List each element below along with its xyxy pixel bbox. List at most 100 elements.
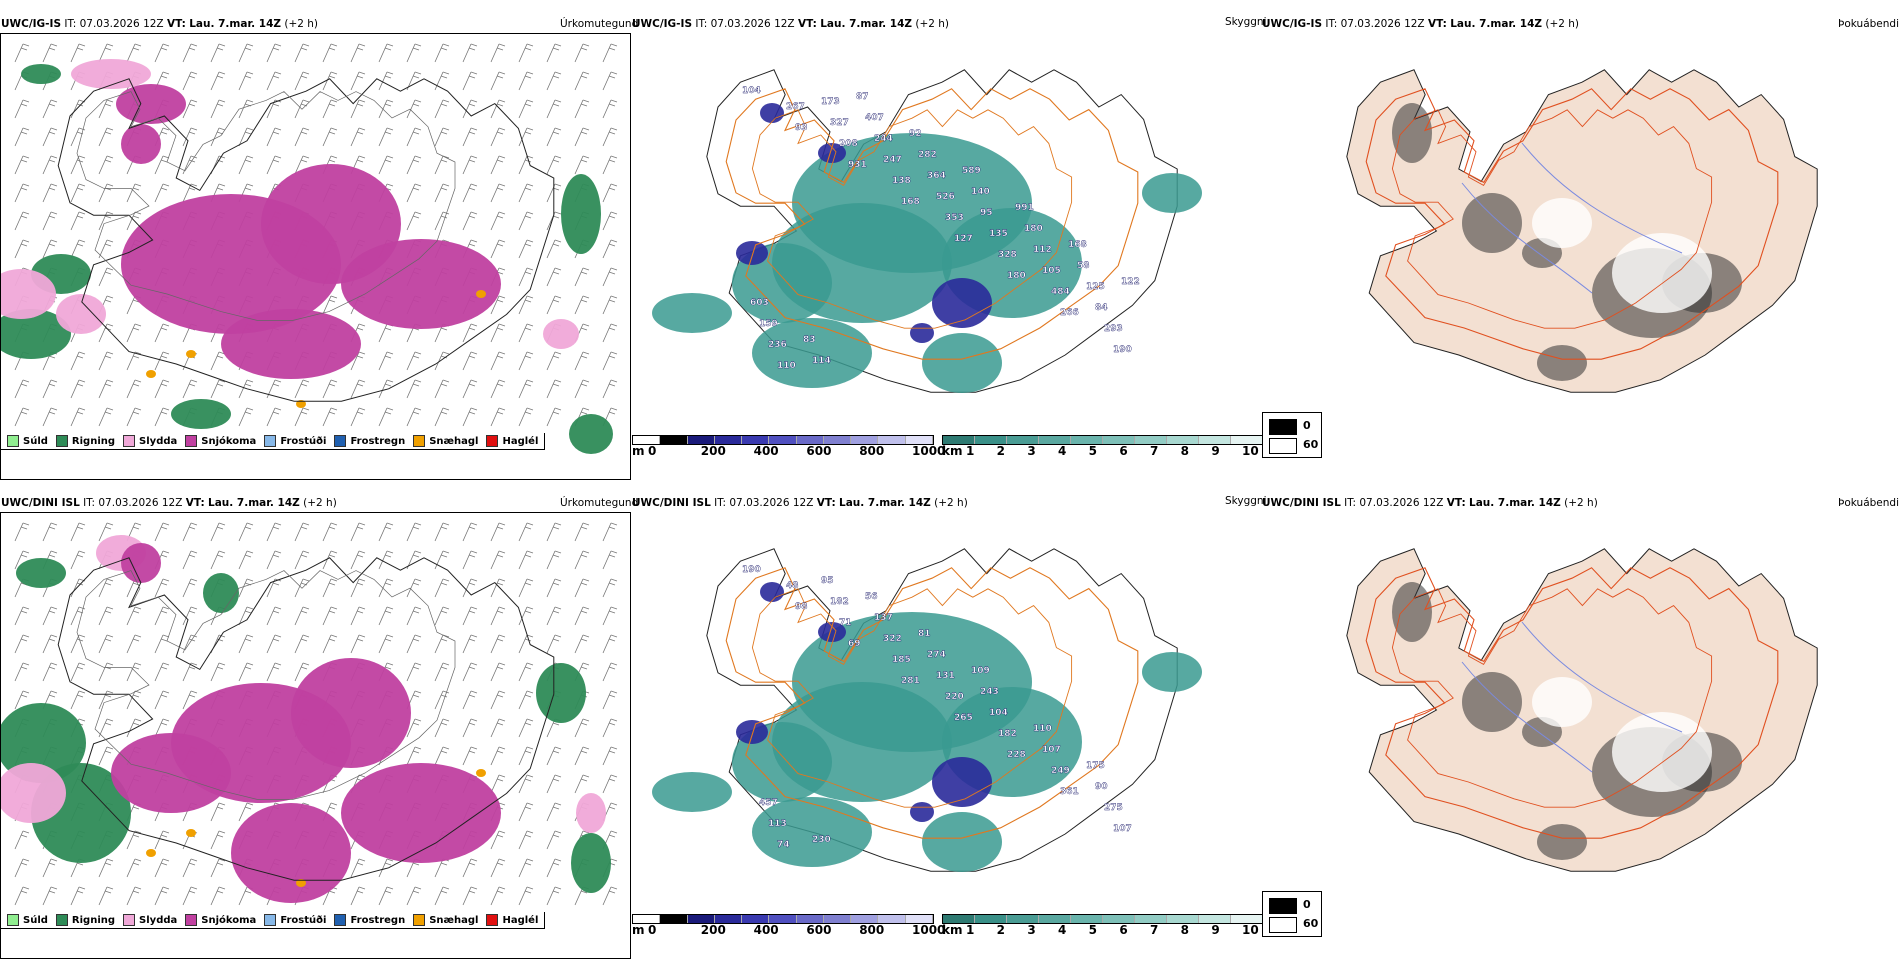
colorbar-cell [714, 915, 743, 923]
precip-header-bottom: UWC/DINI ISL IT: 07.03.2026 12Z VT: Lau.… [1, 497, 337, 509]
cloud-base-label: 931 [848, 160, 867, 170]
cloud-base-label: 127 [954, 234, 973, 244]
cloud-base-label: 230 [812, 835, 831, 845]
precip-map-bottom [0, 512, 631, 959]
colorbar-cell [1071, 436, 1103, 444]
colorbar-tick-label: 3 [1027, 444, 1036, 458]
colorbar-tick-label: 5 [1088, 444, 1098, 458]
colorbar-tick-label: 1000 [912, 923, 946, 937]
cloud-base-label: 110 [777, 361, 796, 371]
cloud-base-label: 83 [803, 335, 816, 345]
cloud-base-label: 112 [1033, 245, 1052, 255]
colorbar-tick-label: 600 [806, 444, 832, 458]
precip-legend-swatch [123, 914, 136, 926]
cloud-base-label: 48 [786, 581, 799, 591]
cloud-base-label: 208 [839, 139, 858, 149]
precip-legend-swatch [264, 914, 277, 926]
precip-legend-label: Frostúði [280, 914, 327, 926]
precip-legend-swatch [185, 914, 198, 926]
cloud-base-label: 114 [812, 356, 831, 366]
precip-map-svg [1, 513, 630, 958]
cloud-base-label: 113 [768, 819, 787, 829]
precip-legend-swatch [334, 435, 347, 447]
colorbar-cell [1199, 915, 1231, 923]
cloud-base-label: 182 [998, 729, 1017, 739]
colorbar-tick-label: 3 [1027, 923, 1036, 937]
colorbar-cell [660, 915, 688, 923]
colorbar-cell [1167, 915, 1199, 923]
precip-legend-swatch [413, 914, 426, 926]
colorbar-cell [1007, 915, 1039, 923]
colorbar-unit: km [942, 444, 963, 458]
precip-legend-item: Snæhagl [413, 914, 478, 926]
colorbar-visibility-top [942, 435, 1264, 445]
cloud-base-label: 244 [874, 134, 893, 144]
cloud-base-label: 140 [971, 187, 990, 197]
colorbar-tick-label: 200 [700, 923, 726, 937]
fog-legend-bottom: 0 60 [1262, 891, 1322, 937]
colorbar-tick-label: 1 [966, 444, 975, 458]
colorbar-tick-label: 2 [996, 444, 1006, 458]
fog-map-svg [1346, 69, 1818, 393]
colorbar-cell [975, 915, 1007, 923]
colorbar-tick-label: 10 [1242, 923, 1259, 937]
cloud-base-label: 190 [742, 565, 761, 575]
precip-legend-item: Rigning [55, 435, 115, 447]
precip-legend-label: Snæhagl [429, 914, 479, 926]
colorbar-cell [714, 436, 743, 444]
cloud-base-label: 267 [786, 102, 805, 112]
cloud-base-label: 526 [936, 192, 955, 202]
cloud-header-bottom: UWC/DINI ISL IT: 07.03.2026 12Z VT: Lau.… [632, 497, 968, 509]
precip-legend-swatch [7, 435, 19, 447]
precip-legend-item: Frostregn [334, 914, 405, 926]
colorbar-cell [943, 436, 975, 444]
precip-legend-label: Haglél [502, 914, 539, 926]
colorbar-cell [851, 436, 879, 444]
precip-legend-label: Súld [23, 435, 48, 447]
precip-legend-label: Snjókoma [201, 435, 257, 447]
colorbar-visibility-bottom [942, 914, 1264, 924]
colorbar-cell [905, 915, 933, 923]
fog-legend-black-label: 0 [1303, 898, 1311, 911]
colorbar-tick-label: 600 [806, 923, 832, 937]
precip-legend-label: Frostregn [350, 914, 406, 926]
colorbar-tick-label: 8 [1180, 923, 1190, 937]
colorbar-cell [769, 436, 797, 444]
fog-header-bottom: UWC/DINI ISL IT: 07.03.2026 12Z VT: Lau.… [1262, 497, 1598, 509]
precip-legend-item: Snjókoma [185, 914, 256, 926]
precip-legend-item: Frostúði [264, 435, 326, 447]
precip-legend-item: Haglél [486, 914, 538, 926]
colorbar-cell [851, 915, 879, 923]
cloud-base-label: 56 [865, 592, 878, 602]
cloud-base-label: 249 [1051, 766, 1070, 776]
colorbar-cell [660, 436, 688, 444]
colorbar-tick-label: 10 [1242, 444, 1259, 458]
colorbar-cell [1135, 915, 1167, 923]
cloud-base-label: 58 [1077, 261, 1090, 271]
colorbar-cell [1135, 436, 1167, 444]
colorbar-cell [1071, 915, 1103, 923]
cloud-base-label: 281 [901, 676, 920, 686]
cloud-base-label: 182 [830, 597, 849, 607]
cloud-base-label: 137 [874, 613, 893, 623]
cloud-base-label: 109 [971, 666, 990, 676]
colorbar-tick-label: 4 [1058, 923, 1067, 937]
cloud-base-label: 228 [1007, 750, 1026, 760]
colorbar-cell [687, 915, 715, 923]
precip-legend-label: Slydda [139, 435, 178, 447]
colorbar-tick-label: 400 [753, 923, 779, 937]
precip-legend-item: Slydda [123, 914, 177, 926]
colorbar-cell [633, 436, 661, 444]
colorbar-tick-label: 1 [966, 923, 975, 937]
cloud-base-label: 104 [989, 708, 1008, 718]
colorbar-tick-label: 7 [1150, 444, 1159, 458]
cloud-base-label: 175 [1086, 761, 1105, 771]
cloud-base-label: 220 [945, 692, 964, 702]
cloud-base-label: 90 [1095, 782, 1108, 792]
fog-legend-top: 0 60 [1262, 412, 1322, 458]
fog-legend-white-swatch [1269, 917, 1297, 933]
cloud-title-top: Skyggni [1225, 16, 1267, 28]
cloud-map-svg: 104 93 931 168 127 180 266 190 267 208 138 353 328 48… [652, 69, 1202, 393]
cloud-header-top: UWC/IG-IS IT: 07.03.2026 12Z VT: Lau. 7.… [632, 18, 950, 30]
precip-legend-item: Snjókoma [185, 435, 256, 447]
